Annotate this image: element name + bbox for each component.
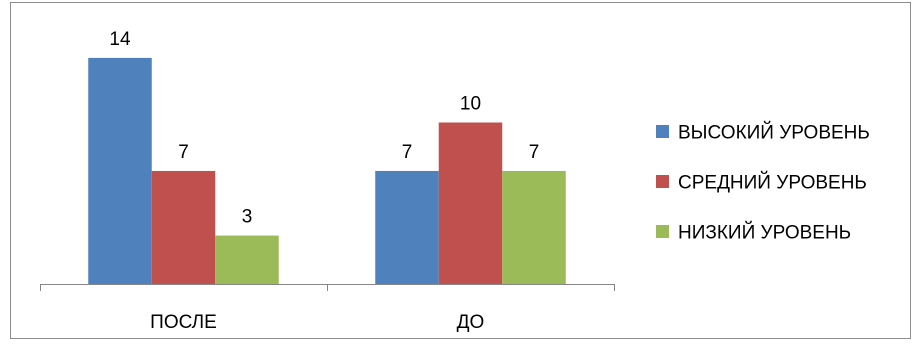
bar xyxy=(215,235,279,284)
bars xyxy=(88,57,566,285)
data-label: 7 xyxy=(178,142,189,163)
legend-label: ВЫСОКИЙ УРОВЕНЬ xyxy=(678,122,870,144)
data-label: 14 xyxy=(109,29,131,50)
legend-label: СРЕДНИЙ УРОВЕНЬ xyxy=(678,172,867,194)
legend-label: НИЗКИЙ УРОВЕНЬ xyxy=(678,222,851,244)
legend-swatch xyxy=(656,125,669,138)
data-label: 7 xyxy=(529,142,540,163)
legend-swatch xyxy=(656,225,669,238)
legend-swatch xyxy=(656,175,669,188)
category-labels: ПОСЛЕ ДО xyxy=(150,312,484,333)
data-label: 7 xyxy=(402,142,413,163)
data-labels: 14 7 3 7 10 7 xyxy=(109,29,539,228)
bar xyxy=(438,122,503,284)
bar xyxy=(375,170,439,284)
category-label: ДО xyxy=(457,312,485,333)
bar xyxy=(151,170,216,284)
x-axis xyxy=(40,284,615,291)
category-label: ПОСЛЕ xyxy=(150,312,217,333)
data-label: 3 xyxy=(242,207,253,228)
bar xyxy=(502,170,566,284)
legend: ВЫСОКИЙ УРОВЕНЬ СРЕДНИЙ УРОВЕНЬ НИЗКИЙ УРО… xyxy=(656,122,870,244)
bar xyxy=(88,57,152,285)
data-label: 10 xyxy=(460,94,481,115)
